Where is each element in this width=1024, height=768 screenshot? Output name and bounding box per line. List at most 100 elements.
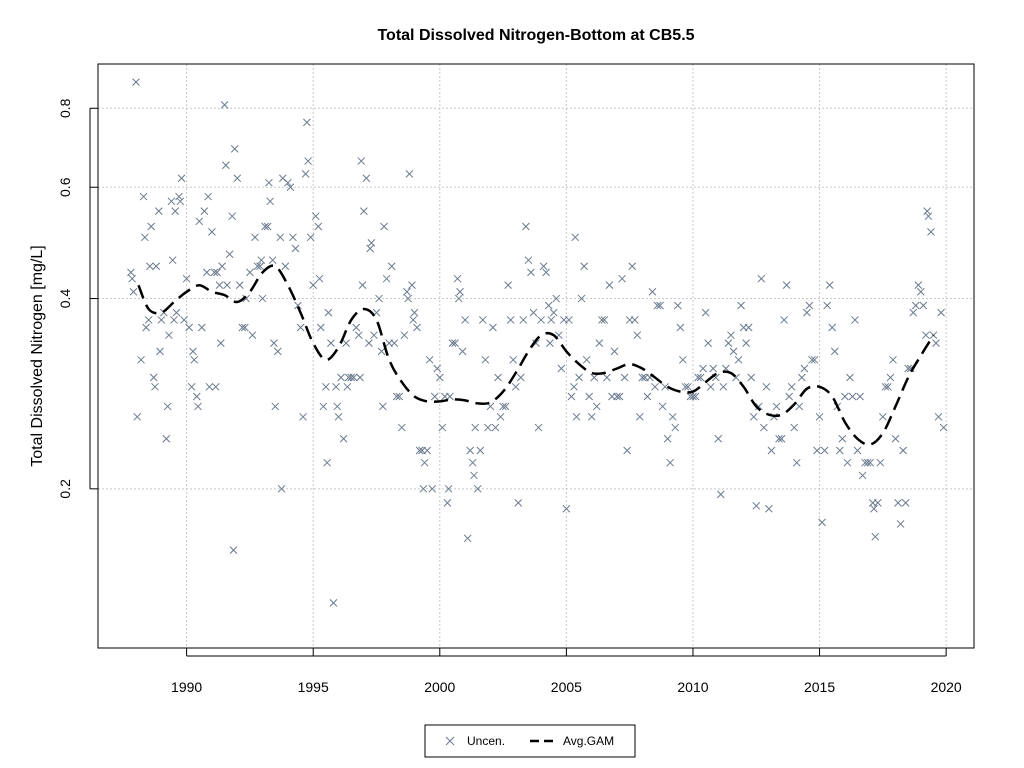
- data-point: [165, 331, 173, 340]
- data-point: [922, 331, 930, 340]
- data-point: [848, 392, 857, 401]
- y-axis-label: Total Dissolved Nitrogen [mg/L]: [29, 245, 46, 466]
- data-point: [463, 534, 472, 543]
- data-point: [909, 308, 918, 317]
- data-point: [934, 412, 943, 421]
- data-point: [590, 373, 599, 382]
- data-point: [678, 355, 687, 364]
- data-point: [648, 287, 657, 296]
- data-point: [430, 392, 439, 401]
- data-point: [403, 287, 411, 296]
- data-point: [638, 373, 647, 382]
- data-point: [843, 458, 852, 467]
- data-point: [889, 355, 897, 364]
- data-point: [795, 402, 804, 411]
- data-point: [841, 392, 849, 401]
- data-point: [171, 207, 180, 215]
- data-point: [268, 256, 277, 265]
- data-point: [727, 331, 735, 340]
- data-point: [428, 484, 437, 493]
- data-point: [582, 355, 591, 364]
- data-point: [871, 532, 880, 541]
- data-point: [519, 316, 528, 324]
- data-point: [716, 490, 725, 499]
- data-point: [782, 281, 791, 290]
- grid: [98, 64, 974, 648]
- data-point: [676, 323, 685, 332]
- data-point: [223, 281, 231, 290]
- data-point: [127, 268, 135, 277]
- data-point: [273, 347, 282, 356]
- data-point: [719, 382, 728, 391]
- data-point: [757, 274, 766, 283]
- data-point: [314, 222, 323, 231]
- data-point: [552, 294, 561, 303]
- data-point: [251, 233, 259, 242]
- data-point: [496, 412, 505, 421]
- data-point: [266, 197, 275, 206]
- data-point: [306, 233, 315, 242]
- data-point: [176, 197, 185, 206]
- data-point: [152, 262, 161, 271]
- data-point: [316, 323, 325, 332]
- data-point: [301, 169, 310, 178]
- data-point: [937, 308, 945, 317]
- data-point: [284, 178, 292, 187]
- data-point: [592, 402, 601, 411]
- data-point: [229, 546, 238, 554]
- data-point: [876, 458, 885, 467]
- y-tick-label: 0.8: [57, 98, 73, 118]
- data-point: [881, 382, 890, 391]
- data-point: [404, 294, 412, 303]
- data-point: [772, 402, 781, 411]
- data-point: [408, 281, 416, 290]
- data-point: [661, 382, 669, 391]
- data-point: [172, 308, 181, 317]
- data-point: [671, 423, 680, 432]
- data-point: [858, 471, 867, 480]
- data-point: [200, 207, 209, 215]
- data-point: [189, 347, 197, 356]
- data-point: [146, 262, 154, 271]
- data-point: [830, 347, 839, 356]
- data-point: [557, 364, 566, 373]
- data-point: [367, 238, 376, 247]
- data-point: [666, 458, 675, 467]
- data-point: [175, 192, 183, 201]
- data-point: [334, 412, 343, 421]
- data-point: [444, 484, 453, 493]
- data-point: [319, 402, 328, 411]
- data-point: [197, 323, 206, 332]
- data-point: [914, 281, 923, 290]
- data-point: [673, 301, 682, 310]
- data-point: [630, 316, 639, 324]
- data-point: [242, 294, 250, 303]
- data-point: [658, 402, 667, 411]
- data-points: [127, 78, 948, 607]
- data-point: [413, 323, 421, 332]
- data-point: [603, 373, 611, 382]
- data-point: [144, 316, 153, 324]
- data-point: [567, 392, 576, 401]
- data-point: [709, 364, 718, 373]
- data-point: [549, 308, 558, 317]
- data-point: [397, 423, 406, 432]
- data-point: [380, 222, 388, 231]
- data-point: [456, 287, 464, 296]
- data-point: [190, 355, 199, 364]
- data-point: [271, 402, 280, 411]
- data-point: [410, 308, 419, 317]
- data-point: [884, 382, 892, 391]
- data-point: [765, 504, 773, 513]
- data-point: [565, 316, 573, 324]
- data-point: [585, 392, 594, 401]
- data-point: [481, 355, 490, 364]
- data-point: [147, 222, 156, 231]
- data-point: [924, 212, 933, 221]
- data-point: [546, 339, 554, 348]
- data-point: [633, 331, 642, 340]
- data-point: [461, 316, 469, 324]
- data-point: [754, 402, 763, 411]
- data-point: [815, 412, 824, 421]
- data-point: [767, 446, 776, 455]
